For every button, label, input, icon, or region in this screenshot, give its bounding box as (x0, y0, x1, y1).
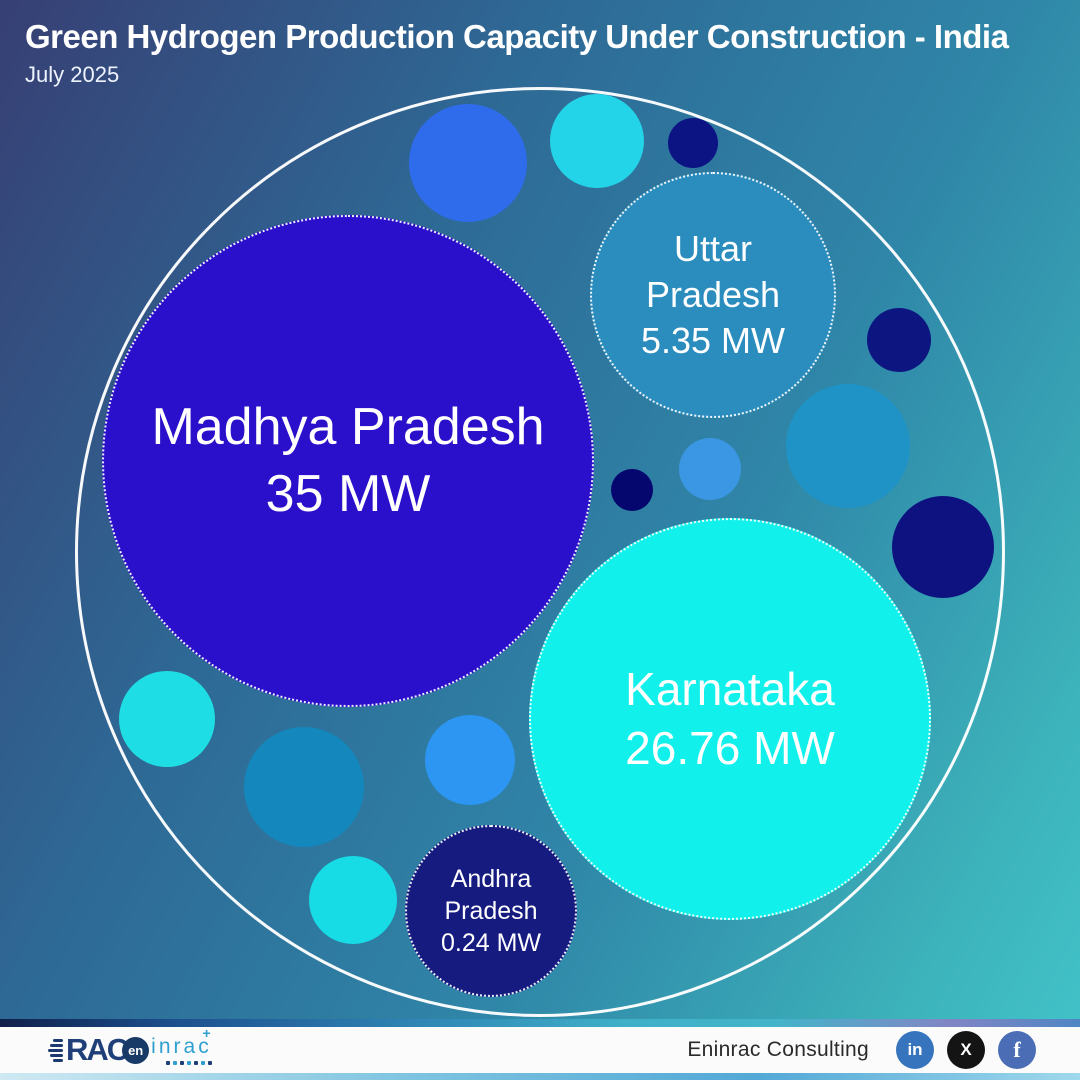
page-title: Green Hydrogen Production Capacity Under… (25, 18, 1009, 55)
company-name: Eninrac Consulting (687, 1038, 869, 1061)
eninrac-logo: RAC en inrac + (48, 1025, 212, 1068)
logo-inrac-text: inrac (151, 1035, 212, 1058)
facebook-icon[interactable]: f (998, 1031, 1036, 1069)
bubble-label: Madhya Pradesh 35 MW (151, 398, 545, 523)
logo-en-ball: en (122, 1036, 150, 1064)
decorative-bubble (892, 496, 994, 598)
decorative-bubble (119, 671, 215, 767)
logo-lines-icon (48, 1038, 63, 1062)
logo-rac-text: RAC (66, 1032, 129, 1067)
page-subtitle: July 2025 (25, 62, 120, 87)
x-icon[interactable]: X (947, 1031, 985, 1069)
bubble-uttar-pradesh: Uttar Pradesh 5.35 MW (590, 172, 836, 418)
logo-inrac-wrap: inrac + (151, 1025, 212, 1065)
decorative-bubble (668, 118, 718, 168)
decorative-bubble (425, 715, 515, 805)
footer-gradient-bar (0, 1019, 1080, 1027)
decorative-bubble (309, 856, 397, 944)
decorative-bubble (550, 94, 644, 188)
bubble-label: Andhra Pradesh 0.24 MW (440, 865, 542, 957)
bubble-karnataka: Karnataka 26.76 MW (529, 518, 931, 920)
bubble-madhya-pradesh: Madhya Pradesh 35 MW (102, 215, 594, 707)
decorative-bubble (244, 727, 364, 847)
decorative-bubble (867, 308, 931, 372)
decorative-bubble (679, 438, 741, 500)
logo-plus-mark: + (202, 1025, 211, 1041)
decorative-bubble (786, 384, 910, 508)
decorative-bubble (611, 469, 653, 511)
decorative-bubble (409, 104, 527, 222)
linkedin-icon[interactable]: in (896, 1031, 934, 1069)
outer-boundary-circle (75, 87, 1005, 1017)
logo-dots (151, 1061, 212, 1065)
bubble-label: Uttar Pradesh 5.35 MW (640, 227, 786, 362)
bubble-andhra-pradesh: Andhra Pradesh 0.24 MW (405, 825, 577, 997)
bubble-label: Karnataka 26.76 MW (625, 663, 835, 774)
header: Green Hydrogen Production Capacity Under… (25, 18, 1009, 88)
footer-bottom-strip (0, 1073, 1080, 1080)
